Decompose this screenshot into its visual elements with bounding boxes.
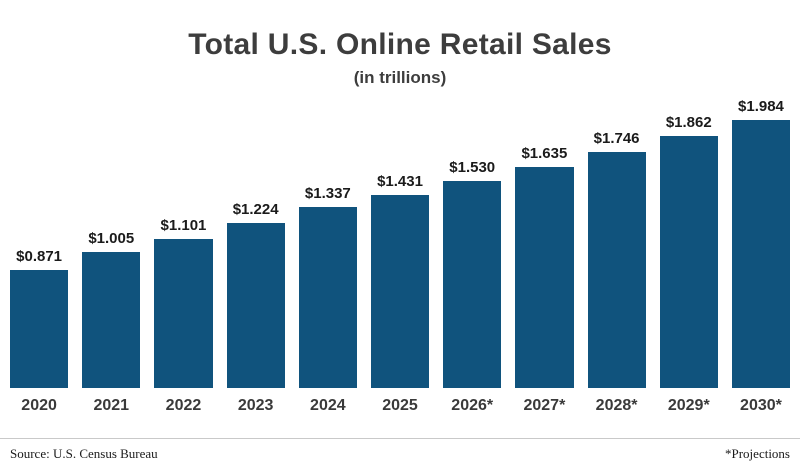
plot-area: $0.871 2020 $1.005 2021 $1.101 2022 $1.224 2023… bbox=[10, 98, 791, 417]
bar-group: $1.862 2029* bbox=[659, 114, 718, 417]
bar-value-label: $1.431 bbox=[377, 173, 423, 190]
x-axis-tick-label: 2020 bbox=[21, 397, 57, 414]
bar bbox=[370, 195, 430, 388]
source-note: Source: U.S. Census Bureau bbox=[10, 446, 158, 461]
bar-group: $0.871 2020 bbox=[10, 248, 69, 417]
chart-subtitle: (in trillions) bbox=[353, 68, 447, 87]
x-axis-tick-label: 2025 bbox=[382, 397, 418, 414]
chart-title: Total U.S. Online Retail Sales bbox=[188, 28, 612, 61]
bar bbox=[443, 181, 502, 388]
x-axis-tick-label: 2022 bbox=[165, 397, 202, 414]
bar bbox=[10, 270, 69, 388]
x-axis-tick-label: 2021 bbox=[93, 397, 130, 414]
bar-group: $1.224 2023 bbox=[226, 201, 285, 417]
x-axis-tick-label: 2030* bbox=[740, 397, 782, 414]
bar-value-label: $0.871 bbox=[16, 248, 63, 265]
bar bbox=[82, 252, 141, 388]
bar bbox=[298, 207, 357, 388]
projections-note: *Projections bbox=[725, 446, 790, 461]
bar-group: $1.337 2024 bbox=[298, 185, 357, 417]
bar-value-label: $1.530 bbox=[449, 159, 496, 176]
bar-value-label: $1.005 bbox=[88, 230, 135, 247]
bar-value-label: $1.337 bbox=[304, 185, 351, 202]
x-axis-tick-label: 2026* bbox=[451, 397, 494, 414]
bar bbox=[515, 167, 574, 388]
bar bbox=[226, 223, 285, 388]
bar-group: $1.431 2025 bbox=[370, 173, 430, 417]
x-axis-tick-label: 2028* bbox=[595, 397, 638, 414]
bar-group: $1.635 2027* bbox=[515, 145, 574, 417]
x-axis-tick-label: 2027* bbox=[523, 397, 566, 414]
bar-value-label: $1.224 bbox=[232, 201, 279, 218]
bar-value-label: $1.635 bbox=[521, 145, 568, 162]
bar-value-label: $1.862 bbox=[665, 114, 712, 131]
x-axis-tick-label: 2024 bbox=[310, 397, 346, 414]
bar bbox=[659, 136, 718, 388]
bar bbox=[154, 239, 213, 388]
bar-value-label: $1.984 bbox=[738, 98, 784, 115]
bar bbox=[731, 120, 791, 388]
bar-group: $1.101 2022 bbox=[154, 217, 213, 417]
x-axis-tick-label: 2029* bbox=[667, 397, 710, 414]
bar bbox=[587, 152, 646, 388]
bar-group: $1.005 2021 bbox=[82, 230, 141, 417]
x-axis-tick-label: 2023 bbox=[237, 397, 274, 414]
bar-value-label: $1.746 bbox=[593, 130, 640, 147]
bar-group: $1.746 2028* bbox=[587, 130, 646, 417]
bar-group: $1.984 2030* bbox=[731, 98, 791, 417]
chart-footer: Source: U.S. Census Bureau *Projections bbox=[0, 438, 800, 472]
bar-group: $1.530 2026* bbox=[443, 159, 502, 417]
bar-value-label: $1.101 bbox=[160, 217, 207, 234]
